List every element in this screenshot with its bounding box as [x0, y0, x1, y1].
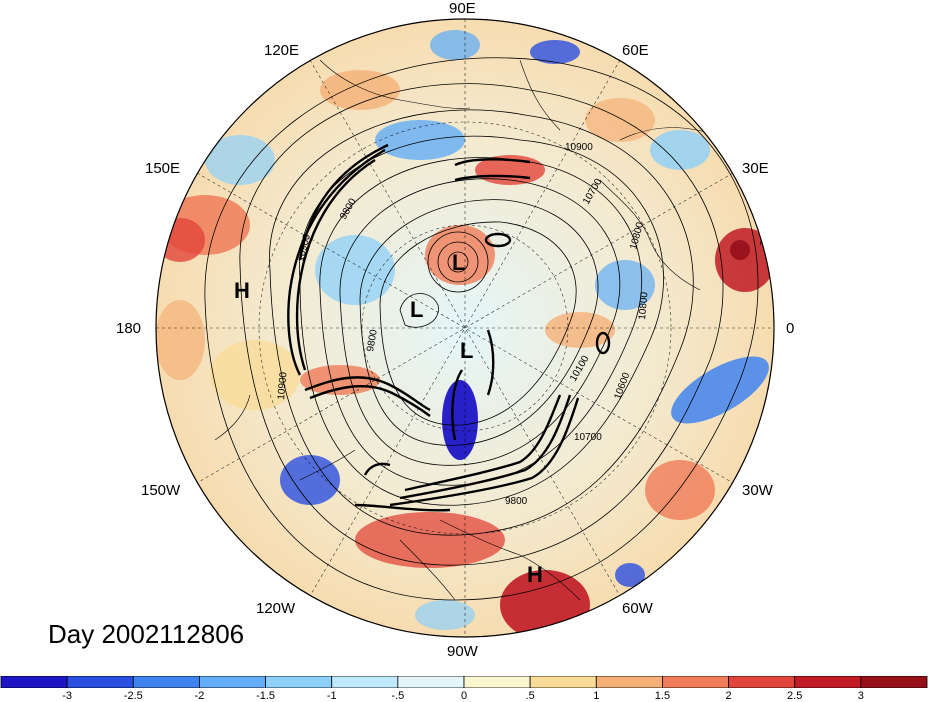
colorbar	[0, 676, 928, 688]
high-center-marker: H	[234, 278, 250, 303]
longitude-label-120w: 120W	[256, 600, 296, 617]
colorbar-swatch	[331, 676, 399, 688]
longitude-label-150e: 150E	[145, 160, 181, 177]
contour-label: 10900	[276, 371, 289, 400]
colorbar-tick-label: -2.5	[123, 690, 143, 702]
colorbar-swatch	[463, 676, 531, 688]
colorbar-tick-label: -1.5	[256, 690, 276, 702]
colorbar-tick-label: 1.5	[654, 690, 671, 702]
colorbar-tick-label: 2	[725, 690, 732, 702]
colorbar-tick-label: .5	[525, 690, 535, 702]
longitude-label-0: 0	[786, 320, 795, 337]
colorbar-tick-label: -2	[194, 690, 205, 702]
colorbar-tick-label: 2.5	[787, 690, 803, 702]
colorbar-swatch	[132, 676, 200, 688]
longitude-label-120e: 120E	[264, 42, 300, 59]
longitude-label-90e: 90E	[449, 0, 476, 17]
contour-label: 10900	[565, 142, 593, 153]
contour-label: 10800	[637, 291, 650, 320]
colorbar-swatch	[794, 676, 862, 688]
colorbar-swatch	[397, 676, 465, 688]
colorbar-tick-label: 0	[460, 690, 468, 702]
contour-label: 10700	[574, 432, 602, 443]
colorbar-tick-label: -1	[326, 690, 337, 702]
polar-stereographic-map: L L L H H 10900 10700 10800 10800 10600 …	[155, 18, 775, 638]
colorbar-swatch	[199, 676, 266, 688]
colorbar-swatch	[529, 676, 597, 688]
longitude-label-60w: 60W	[622, 600, 653, 617]
colorbar-swatch	[265, 676, 333, 688]
longitude-label-30w: 30W	[742, 482, 773, 499]
colorbar-tick-label: 3	[857, 690, 864, 702]
day-label: Day 2002112806	[48, 619, 245, 649]
colorbar-tick-label: -.5	[391, 690, 405, 702]
low-center-marker: L	[452, 250, 465, 275]
longitude-label-30e: 30E	[742, 160, 769, 177]
anomaly-field	[156, 19, 774, 637]
longitude-label-150w: 150W	[141, 482, 181, 499]
low-center-marker: L	[410, 297, 423, 322]
colorbar-swatch	[662, 676, 729, 688]
colorbar-swatch	[595, 676, 663, 688]
colorbar-tick-label: -3	[62, 690, 73, 702]
longitude-label-90w: 90W	[447, 643, 478, 660]
contour-label: 9800	[365, 328, 380, 352]
longitude-label-180: 180	[116, 320, 142, 337]
contour-label: 9800	[505, 496, 528, 507]
high-center-marker: H	[527, 562, 543, 587]
colorbar-tick-label: 1	[593, 690, 600, 702]
colorbar-swatch	[860, 676, 928, 688]
low-center-marker: L	[460, 338, 473, 363]
longitude-label-60e: 60E	[622, 42, 649, 59]
colorbar-swatch	[728, 676, 796, 688]
map-border	[155, 18, 775, 638]
colorbar-swatch	[0, 676, 68, 688]
colorbar-swatch	[66, 676, 134, 688]
